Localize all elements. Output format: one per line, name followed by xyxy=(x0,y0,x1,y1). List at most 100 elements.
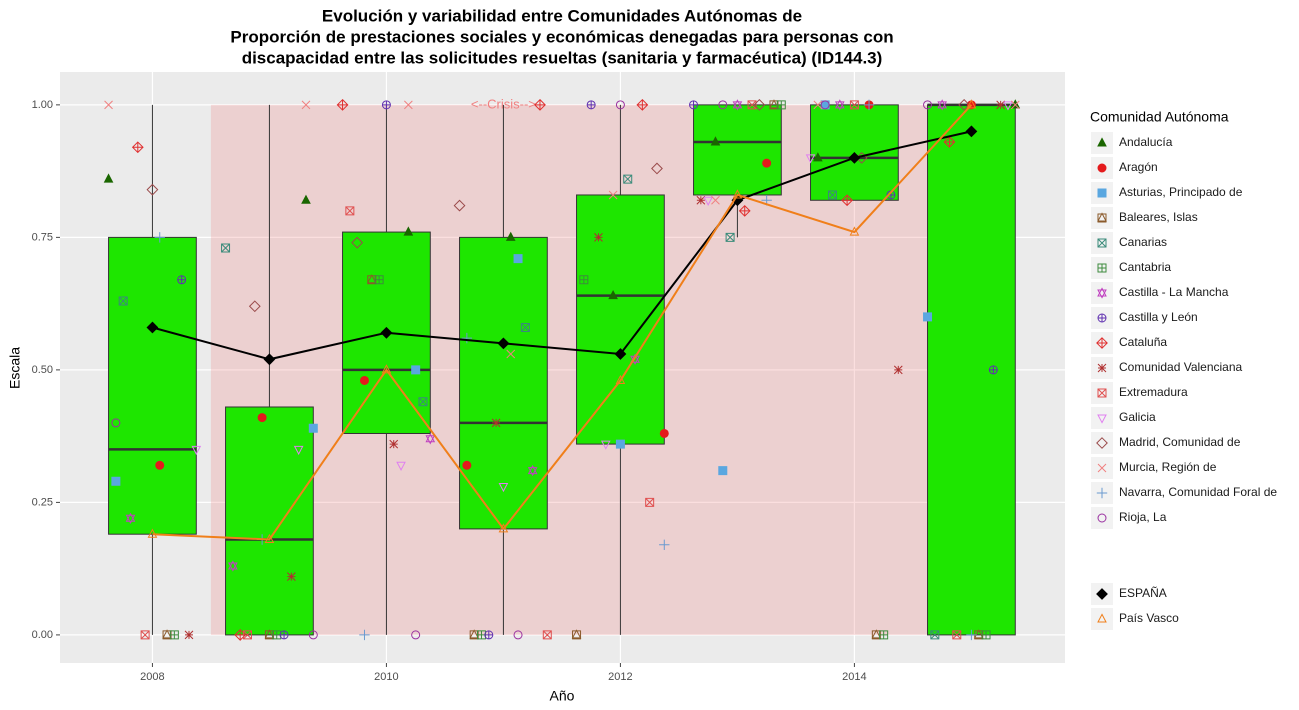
data-point xyxy=(177,275,187,285)
data-point xyxy=(879,630,889,640)
chart-title: discapacidad entre las solicitudes resue… xyxy=(242,48,883,67)
data-point xyxy=(308,423,318,433)
data-point xyxy=(718,100,728,110)
legend-symbol xyxy=(1097,263,1107,273)
box xyxy=(927,104,1016,636)
summary-point xyxy=(380,326,393,339)
data-point xyxy=(608,290,618,300)
legend-label: Rioja, La xyxy=(1119,510,1167,524)
data-point xyxy=(703,196,713,206)
legend-label: Cataluña xyxy=(1119,335,1167,349)
data-point xyxy=(301,194,311,204)
legend-key xyxy=(1091,207,1113,229)
data-point xyxy=(923,100,933,110)
data-point xyxy=(484,630,494,640)
data-point xyxy=(505,231,516,241)
legend-symbol xyxy=(1097,363,1107,373)
data-point xyxy=(534,98,546,111)
data-point xyxy=(111,418,121,428)
data-point xyxy=(937,99,947,111)
data-point xyxy=(893,365,903,375)
data-point xyxy=(732,99,743,111)
data-point xyxy=(615,439,625,449)
legend-symbol xyxy=(1097,137,1107,147)
data-point xyxy=(228,560,238,572)
legend-label: Cantabria xyxy=(1119,260,1171,274)
data-point xyxy=(608,190,618,200)
data-point xyxy=(586,100,596,110)
data-point xyxy=(351,236,364,249)
chart-title: Proporción de prestaciones sociales y ec… xyxy=(230,27,893,46)
data-point xyxy=(520,322,530,332)
legend-label: Galicia xyxy=(1119,410,1156,424)
box xyxy=(108,236,197,535)
data-point xyxy=(594,233,603,242)
data-point xyxy=(461,332,473,344)
data-point xyxy=(827,190,837,200)
y-tick-label: 0.00 xyxy=(32,629,53,641)
legend-label: Murcia, Región de xyxy=(1119,460,1217,474)
data-point xyxy=(930,630,940,640)
box xyxy=(576,194,665,445)
legend-symbol xyxy=(1097,313,1107,323)
data-point xyxy=(411,365,421,375)
data-point xyxy=(184,630,194,640)
legend-label: Castilla y León xyxy=(1119,310,1198,324)
summary-point xyxy=(848,151,861,164)
legend-symbol xyxy=(1097,513,1107,523)
legend-key xyxy=(1091,282,1113,304)
data-point xyxy=(820,100,830,110)
y-tick-label: 0.75 xyxy=(32,231,53,243)
data-point xyxy=(718,466,728,476)
legend-symbol xyxy=(1097,463,1107,473)
data-point xyxy=(966,629,977,641)
y-tick-label: 0.25 xyxy=(32,496,53,508)
legend-key xyxy=(1091,432,1113,454)
data-point xyxy=(403,226,414,236)
summary-point xyxy=(614,348,627,360)
summary-point xyxy=(965,125,978,138)
data-point xyxy=(1010,100,1020,110)
summary-point xyxy=(264,533,275,543)
legend-symbol xyxy=(1096,487,1108,499)
legend-label: Comunidad Valenciana xyxy=(1119,360,1243,374)
data-point xyxy=(747,100,757,110)
x-tick-label: 2012 xyxy=(608,671,632,683)
summary-point xyxy=(146,321,159,334)
data-point xyxy=(242,630,252,640)
data-point xyxy=(725,232,735,242)
data-point xyxy=(125,512,136,524)
data-point xyxy=(103,173,114,183)
data-point xyxy=(981,630,991,640)
x-tick-label: 2008 xyxy=(140,671,164,683)
data-point xyxy=(753,98,766,111)
legend-label: Extremadura xyxy=(1119,385,1188,399)
data-point xyxy=(710,136,721,146)
legend-symbol xyxy=(1097,287,1107,299)
summary-point xyxy=(263,353,276,366)
legend-symbol xyxy=(1096,588,1108,600)
summary-point xyxy=(615,374,626,384)
data-point xyxy=(301,100,311,110)
data-point xyxy=(571,629,582,640)
x-tick-label: 2014 xyxy=(842,671,866,683)
data-point xyxy=(272,630,282,640)
legend-key xyxy=(1091,608,1113,630)
data-point xyxy=(659,429,669,438)
data-point xyxy=(834,99,845,111)
legend-label: Aragón xyxy=(1119,160,1158,174)
data-point xyxy=(146,183,159,196)
legend-label: Madrid, Comunidad de xyxy=(1119,435,1241,449)
data-point xyxy=(696,195,706,205)
data-point xyxy=(118,296,128,306)
data-point xyxy=(476,630,486,640)
data-point xyxy=(359,629,370,641)
legend-label: Baleares, Islas xyxy=(1119,210,1198,224)
data-point xyxy=(396,461,406,471)
data-point xyxy=(615,100,625,110)
legend-label: Andalucía xyxy=(1119,135,1173,149)
summary-line xyxy=(152,130,972,361)
data-point xyxy=(257,413,267,423)
data-point xyxy=(191,445,202,456)
